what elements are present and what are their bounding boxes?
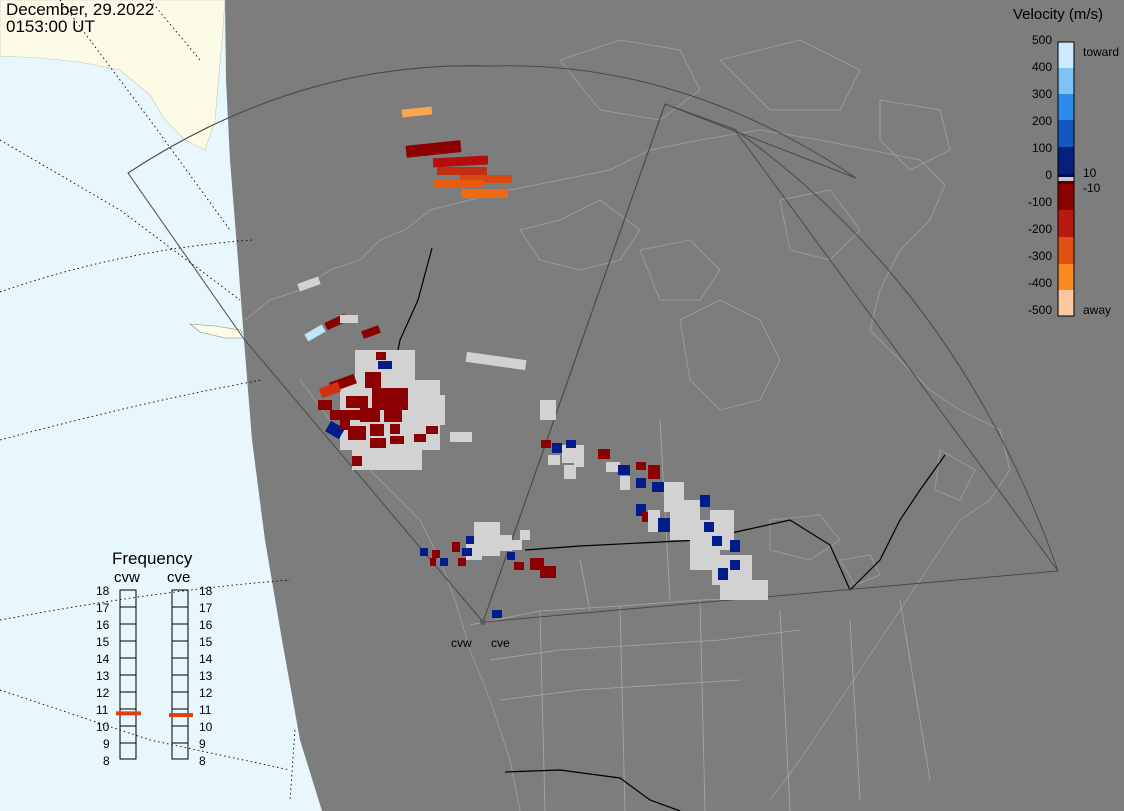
velocity-tick: -300 — [1027, 249, 1052, 263]
frequency-tick-left: 15 — [96, 635, 110, 649]
land-daylight — [0, 0, 226, 151]
frequency-radar-name-cve: cve — [167, 569, 191, 586]
frequency-panel-title: Frequency — [112, 549, 193, 568]
velocity-cells-east — [492, 440, 768, 618]
graticule — [0, 0, 296, 801]
velocity-away-note: away — [1083, 303, 1112, 317]
velocity-scale-title: Velocity (m/s) — [1013, 6, 1104, 23]
frequency-radar-name-cvw: cvw — [114, 569, 140, 586]
radar-sites — [480, 619, 486, 625]
frequency-marker-cve — [169, 713, 193, 718]
velocity-tick: -500 — [1027, 303, 1052, 317]
frequency-tick-right: 13 — [199, 669, 213, 683]
frequency-tick-left: 11 — [96, 703, 109, 717]
frequency-tick-left: 16 — [96, 618, 110, 632]
frequency-tick-left: 13 — [96, 669, 110, 683]
velocity-tick: -200 — [1027, 222, 1052, 236]
velocity-tick: 200 — [1031, 114, 1052, 128]
velocity-tick: 300 — [1031, 87, 1052, 101]
frequency-bars — [116, 589, 193, 760]
observation-time: 0153:00 UT — [6, 17, 95, 36]
frequency-tick-right: 12 — [199, 686, 213, 700]
frequency-tick-right: 17 — [199, 601, 213, 615]
velocity-cells-west — [297, 106, 556, 566]
frequency-tick-left: 12 — [96, 686, 110, 700]
frequency-tick-right: 8 — [199, 754, 206, 768]
frequency-tick-left: 14 — [96, 652, 110, 666]
velocity-colorbar — [1057, 41, 1075, 317]
frequency-tick-left: 18 — [96, 584, 110, 598]
frequency-tick-left: 10 — [96, 720, 110, 734]
velocity-tick: 0 — [1045, 168, 1052, 182]
velocity-tick: -100 — [1027, 195, 1052, 209]
velocity-plus10-note: 10 — [1083, 166, 1097, 180]
velocity-toward-note: toward — [1083, 45, 1120, 59]
velocity-minus10-note: -10 — [1083, 181, 1101, 195]
frequency-tick-right: 10 — [199, 720, 213, 734]
frequency-tick-right: 18 — [199, 584, 213, 598]
frequency-marker-cvw — [116, 711, 141, 716]
velocity-tick: -400 — [1027, 276, 1052, 290]
radar-label-cve: cve — [491, 636, 510, 650]
frequency-tick-right: 9 — [199, 737, 206, 751]
velocity-tick: 500 — [1031, 33, 1052, 47]
frequency-tick-right: 11 — [199, 703, 212, 717]
frequency-tick-right: 16 — [199, 618, 213, 632]
frequency-tick-right: 15 — [199, 635, 213, 649]
frequency-tick-left: 9 — [103, 737, 110, 751]
frequency-tick-right: 14 — [199, 652, 213, 666]
observation-date: December, 29.2022 — [6, 0, 155, 19]
frequency-tick-left: 8 — [103, 754, 110, 768]
velocity-tick: 100 — [1031, 141, 1052, 155]
night-region — [225, 0, 1124, 811]
velocity-tick: 400 — [1031, 60, 1052, 74]
radar-fov — [127, 65, 1059, 623]
frequency-tick-left: 17 — [96, 601, 110, 615]
radar-label-cvw: cvw — [451, 636, 472, 650]
